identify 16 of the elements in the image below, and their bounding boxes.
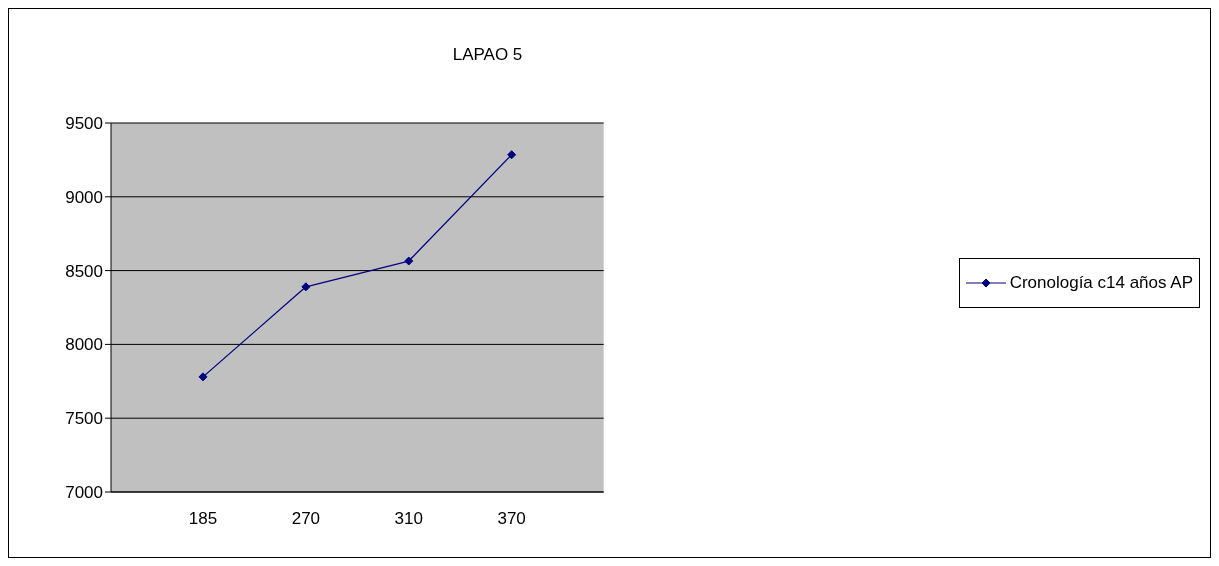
y-tick-label: 8000	[65, 335, 103, 355]
x-tick-label: 370	[497, 509, 526, 529]
y-tick-label: 7500	[65, 409, 103, 429]
point	[507, 150, 517, 160]
y-tick-label: 8500	[65, 261, 103, 281]
point	[198, 372, 208, 382]
point	[404, 256, 414, 266]
y-tick-label: 7000	[65, 483, 103, 503]
point	[301, 282, 311, 292]
x-tick-label: 270	[291, 509, 321, 529]
legend-label: Cronología c14 años AP	[1009, 273, 1193, 293]
x-tick-label: 185	[188, 509, 218, 529]
y-tick-label: 9000	[65, 187, 103, 207]
x-tick-label: 310	[394, 509, 423, 529]
y-tick-label: 9500	[65, 114, 103, 134]
chart-title: LAPAO 5	[451, 45, 524, 65]
